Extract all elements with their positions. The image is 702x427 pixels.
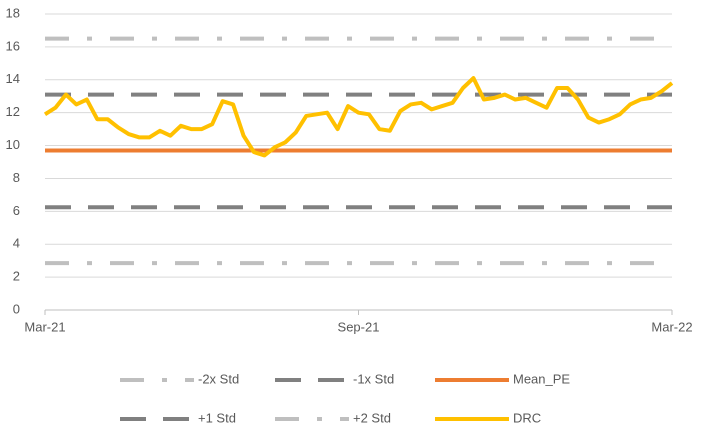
y-tick-label: 14	[6, 71, 20, 86]
legend-label: +1 Std	[198, 410, 236, 425]
legend-label: -2x Std	[198, 371, 239, 386]
y-tick-label: 4	[13, 236, 20, 251]
y-tick-label: 12	[6, 104, 20, 119]
y-tick-label: 10	[6, 137, 20, 152]
y-tick-label: 0	[13, 301, 20, 316]
legend-label: -1x Std	[353, 371, 394, 386]
legend-label: Mean_PE	[513, 371, 570, 386]
legend-label: +2 Std	[353, 410, 391, 425]
x-tick-label: Mar-22	[651, 319, 692, 334]
y-tick-label: 2	[13, 269, 20, 284]
x-tick-label: Sep-21	[338, 319, 380, 334]
y-tick-label: 18	[6, 5, 20, 20]
x-tick-label: Mar-21	[24, 319, 65, 334]
legend-label: DRC	[513, 410, 541, 425]
series-line	[43, 76, 674, 158]
y-tick-label: 16	[6, 38, 20, 53]
y-tick-label: 8	[13, 170, 20, 185]
y-tick-label: 6	[13, 203, 20, 218]
